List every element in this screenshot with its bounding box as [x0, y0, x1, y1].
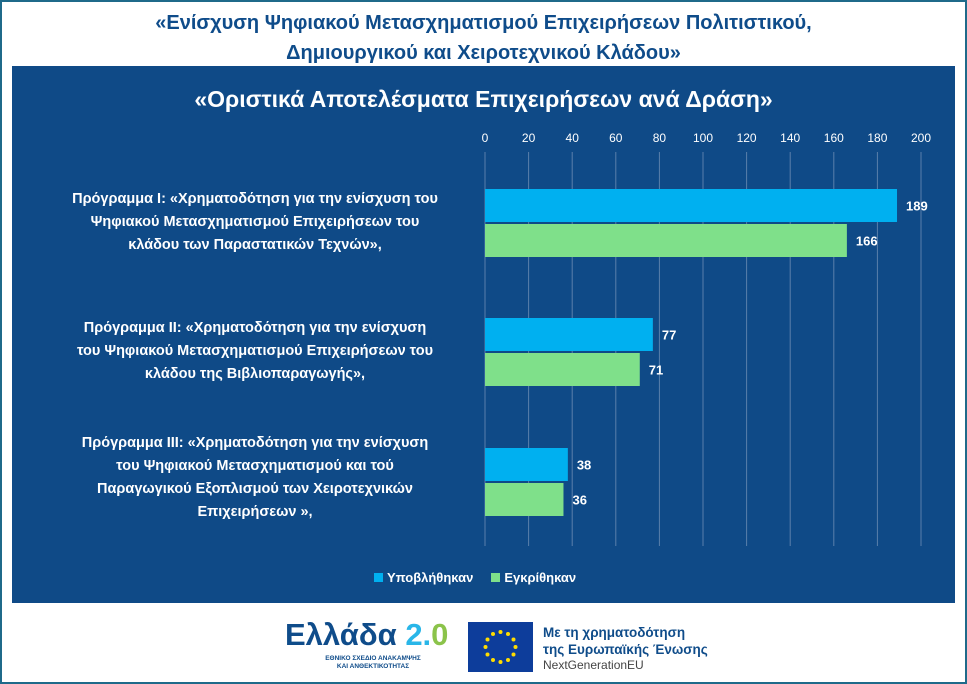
bar-chart: 0 20 40 60 80 100 120 140 160 180 200 189 77 38 166 71 3… [482, 131, 931, 546]
legend: Υποβλήθηκαν Εγκρίθηκαν [374, 570, 576, 585]
x-tick-label: 200 [911, 131, 931, 145]
x-tick-label: 120 [737, 131, 757, 145]
x-tick-label: 20 [522, 131, 536, 145]
title-line-1: «Ενίσχυση Ψηφιακού Μετασχηματισμού Επιχε… [155, 12, 812, 34]
eu-star-icon [498, 630, 503, 634]
eu-star-icon [513, 645, 518, 649]
legend-label: Υποβλήθηκαν [387, 570, 474, 585]
eu-star-icon [491, 657, 495, 662]
category-label: Πρόγραμμα Ι: «Χρηματοδότηση για την ενίσ… [35, 188, 475, 257]
category-label-line: Ψηφιακού Μετασχηματισμού Επιχειρήσεων το… [90, 214, 420, 230]
x-tick-label: 160 [824, 131, 844, 145]
eu-star-icon [506, 632, 510, 637]
eu-line-2: της Ευρωπαϊκής Ένωσης [543, 642, 708, 657]
category-label-line: κλάδου της Βιβλιοπαραγωγής», [144, 366, 366, 382]
greece-logo-subtitle: ΕΘΝΙΚΟ ΣΧΕΔΙΟ ΑΝΑΚΑΜΨΗΣ ΚΑΙ ΑΝΘΕΚΤΙΚΟΤΗΤ… [325, 655, 421, 670]
eu-line-1: Με τη χρηματοδότηση [543, 625, 686, 640]
eu-star-icon [485, 652, 490, 657]
x-tick-label: 0 [482, 131, 489, 145]
greece-2-0-logo: Ελλάδα 2.0 [285, 617, 449, 652]
next-generation-eu: NextGenerationEU [543, 658, 644, 672]
bar-submitted [485, 318, 653, 351]
data-label: 71 [649, 363, 663, 378]
eu-flag-icon [468, 622, 533, 672]
x-tick-label: 180 [867, 131, 887, 145]
footer-logos: Ελλάδα 2.0 ΕΘΝΙΚΟ ΣΧΕΔΙΟ ΑΝΑΚΑΜΨΗΣ ΚΑΙ Α… [283, 612, 723, 672]
legend-swatch [374, 573, 383, 582]
category-label-line: Πρόγραμμα Ι: «Χρηματοδότηση για την ενίσ… [72, 191, 438, 207]
chart-panel: «Οριστικά Αποτελέσματα Επιχειρήσεων ανά … [12, 66, 955, 603]
eu-star-icon [483, 645, 488, 649]
title-line-2: Δημιουργικού και Χειροτεχνικού Κλάδου» [286, 42, 681, 64]
legend-item-submitted: Υποβλήθηκαν [374, 570, 473, 585]
x-tick-label: 140 [780, 131, 800, 145]
category-label-line: του Ψηφιακού Μετασχηματισμού και τού [116, 458, 394, 474]
eu-star-icon [498, 660, 503, 664]
bar-submitted [485, 448, 568, 481]
category-label-line: Επιχειρήσεων », [197, 504, 313, 520]
legend-swatch [491, 573, 501, 582]
eu-star-icon [506, 657, 510, 662]
eu-star-icon [511, 637, 516, 642]
x-tick-label: 80 [653, 131, 667, 145]
category-label-line: του Ψηφιακού Μετασχηματισμού Επιχειρήσεω… [76, 343, 434, 359]
chart-title: «Οριστικά Αποτελέσματα Επιχειρήσεων ανά … [194, 86, 773, 112]
x-tick-label: 60 [609, 131, 623, 145]
data-label: 166 [856, 234, 878, 249]
x-tick-label: 40 [566, 131, 580, 145]
data-label: 77 [662, 328, 676, 343]
category-label-line: Παραγωγικού Εξοπλισμού των Χειροτεχνικών [97, 481, 413, 497]
page-title: «Ενίσχυση Ψηφιακού Μετασχηματισμού Επιχε… [0, 8, 967, 68]
category-label-line: Πρόγραμμα ΙΙ: «Χρηματοδότηση για την ενί… [83, 320, 427, 336]
category-label: Πρόγραμμα ΙΙ: «Χρηματοδότηση για την ενί… [35, 317, 475, 386]
data-label: 189 [906, 199, 928, 214]
category-label-line: κλάδου των Παραστατικών Τεχνών», [128, 237, 382, 253]
category-label: Πρόγραμμα ΙΙΙ: «Χρηματοδότηση για την εν… [35, 432, 475, 524]
data-label: 36 [572, 493, 586, 508]
eu-funding-text: Με τη χρηματοδότηση της Ευρωπαϊκής Ένωσης [543, 624, 708, 658]
legend-label: Εγκρίθηκαν [504, 570, 577, 585]
eu-star-icon [491, 632, 495, 637]
eu-star-icon [511, 652, 516, 657]
bar-approved [485, 353, 640, 386]
legend-item-approved: Εγκρίθηκαν [491, 570, 576, 585]
bar-submitted [485, 189, 898, 222]
data-label: 38 [577, 458, 591, 473]
bar-approved [485, 224, 847, 257]
eu-star-icon [485, 637, 490, 642]
category-label-line: Πρόγραμμα ΙΙΙ: «Χρηματοδότηση για την εν… [81, 435, 429, 451]
x-tick-label: 100 [693, 131, 713, 145]
bar-approved [485, 483, 564, 516]
